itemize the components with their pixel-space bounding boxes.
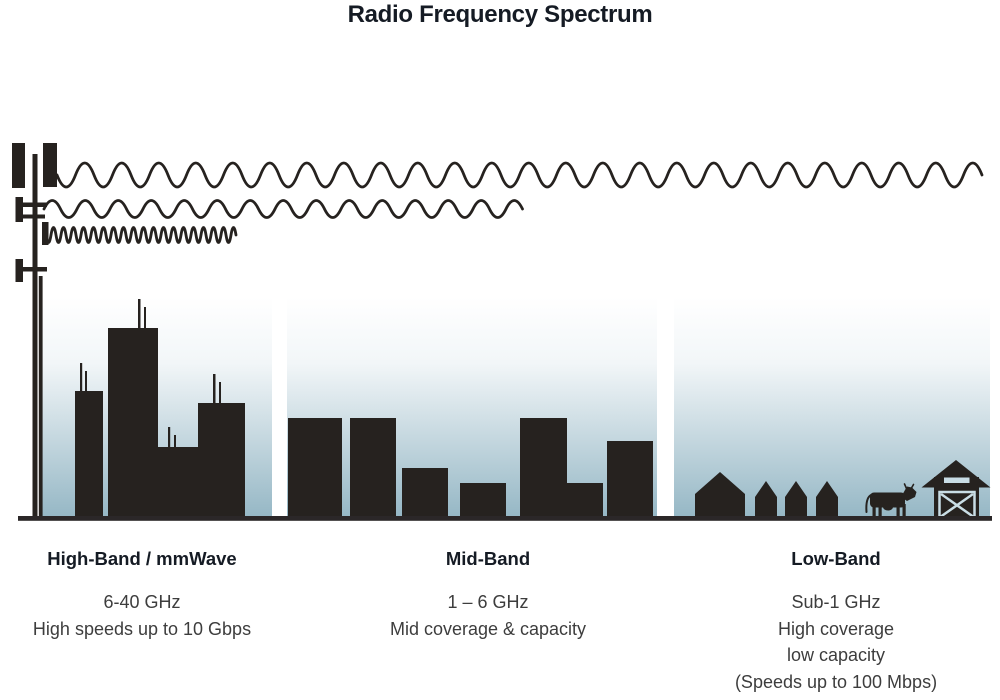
building xyxy=(288,418,342,520)
cow-icon xyxy=(865,483,917,518)
building xyxy=(402,468,448,520)
town-buildings-mid-band xyxy=(288,418,653,520)
band-description: Mid coverage & capacity xyxy=(389,618,587,639)
page-title: Radio Frequency Spectrum xyxy=(347,1,653,28)
tower-antenna-panel-top-left xyxy=(12,143,25,188)
rural-farm-low-band xyxy=(695,460,991,520)
medium-wavelength-wave-icon xyxy=(42,199,524,219)
tower-crossarm-3 xyxy=(16,267,47,272)
band-frequency: Sub-1 GHz xyxy=(791,592,881,612)
cow-horns xyxy=(903,483,915,490)
tower-antenna-panel-mid-left xyxy=(15,197,23,222)
barn-vent xyxy=(944,477,970,483)
cow-tail xyxy=(865,494,872,513)
band-label-high-band: High-Band / mmWave 6-40 GHz High speeds … xyxy=(20,548,264,642)
tower-mast xyxy=(32,154,38,520)
rooftop-antenna xyxy=(213,374,216,405)
sky-panel-mid-band xyxy=(287,297,657,518)
rooftop-antenna xyxy=(168,427,171,449)
spectrum-illustration xyxy=(12,143,992,521)
tower-crossarm-1 xyxy=(16,202,47,207)
rooftop-antenna xyxy=(85,371,87,393)
ground-line xyxy=(18,516,992,521)
skyscraper xyxy=(75,391,103,520)
skyscraper xyxy=(158,447,198,520)
house-icon xyxy=(816,481,838,518)
rooftop-antenna xyxy=(80,363,83,393)
band-frequency: 6-40 GHz xyxy=(103,592,181,612)
skyscraper xyxy=(198,403,245,520)
skyscraper xyxy=(108,328,158,520)
rooftop-antenna xyxy=(138,299,141,330)
band-description: High coverage xyxy=(777,618,895,639)
short-wavelength-wave-icon xyxy=(44,226,238,244)
band-label-mid-band: Mid-Band 1 – 6 GHz Mid coverage & capaci… xyxy=(366,548,610,642)
tower-crossarm-2 xyxy=(18,214,45,219)
barn-icon xyxy=(921,460,991,520)
long-wavelength-wave-icon xyxy=(55,161,984,189)
band-frequency: 1 – 6 GHz xyxy=(447,592,529,612)
rooftop-antenna xyxy=(219,382,221,405)
tower-antenna-panel-mid-right xyxy=(42,222,49,245)
house-icon xyxy=(695,472,745,518)
band-description: low capacity xyxy=(786,645,886,666)
band-description: (Speeds up to 100 Mbps) xyxy=(734,671,938,692)
band-description: High speeds up to 10 Gbps xyxy=(32,618,252,639)
cell-tower-icon xyxy=(12,143,57,520)
tower-antenna-panel-top-right xyxy=(43,143,57,187)
barn-roof xyxy=(921,460,991,488)
rooftop-antenna xyxy=(144,307,146,330)
building xyxy=(460,483,506,520)
building xyxy=(567,483,603,520)
band-heading: High-Band / mmWave xyxy=(47,548,237,569)
band-label-low-band: Low-Band Sub-1 GHz High coverage low cap… xyxy=(714,548,958,695)
building xyxy=(607,441,653,520)
building xyxy=(350,418,396,520)
band-heading: Low-Band xyxy=(791,548,881,569)
band-heading: Mid-Band xyxy=(445,548,531,569)
house-icon xyxy=(785,481,807,518)
tower-secondary-pole xyxy=(38,276,43,520)
radio-waves xyxy=(42,161,984,244)
city-skyline-high-band xyxy=(75,299,245,520)
building xyxy=(520,418,567,520)
house-icon xyxy=(755,481,777,518)
rooftop-antenna xyxy=(174,435,176,449)
barn-door-cross xyxy=(940,492,974,518)
tower-antenna-panel-low-left xyxy=(15,259,23,282)
